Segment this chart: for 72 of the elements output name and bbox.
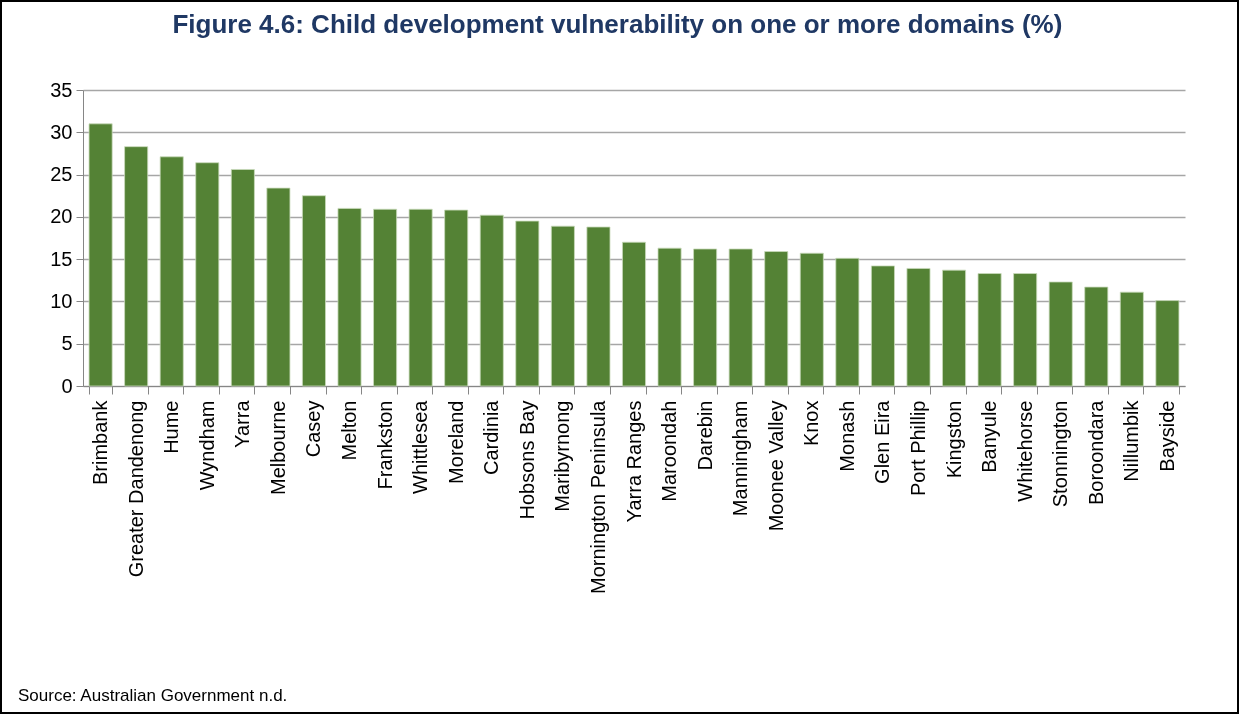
x-tick-label: Casey — [302, 400, 325, 458]
source-note: Source: Australian Government n.d. — [18, 686, 288, 705]
x-tick-label: Monash — [835, 400, 858, 472]
x-tick-label: Maroondah — [658, 400, 681, 502]
bar — [657, 247, 682, 387]
bar — [1119, 291, 1144, 387]
y-tick-label: 25 — [50, 163, 73, 186]
x-tick-label: Port Phillip — [906, 400, 929, 497]
y-tick-label: 10 — [50, 289, 73, 312]
bar — [799, 252, 824, 387]
bar — [622, 241, 646, 387]
bar — [1048, 281, 1073, 387]
x-tick-label: Kingston — [942, 400, 965, 479]
x-tick-label: Greater Dandenong — [124, 400, 147, 578]
x-tick-label: Moonee Valley — [764, 400, 787, 532]
bar — [693, 248, 718, 387]
x-tick-label: Maribyrnong — [551, 400, 574, 512]
x-tick-label: Knox — [800, 400, 823, 447]
bar — [728, 248, 753, 387]
x-tick-label: Wyndham — [195, 400, 218, 491]
bar — [942, 269, 966, 387]
bar — [906, 268, 931, 387]
x-tick-label: Moreland — [444, 400, 467, 484]
chart-title: Figure 4.6: Child development vulnerability on one or more domains (%) — [172, 9, 1063, 39]
x-tick-label: Stonnington — [1049, 400, 1072, 508]
x-tick-label: Whittlesea — [409, 399, 432, 494]
bar — [515, 220, 540, 387]
bar — [444, 209, 469, 387]
bar — [373, 208, 398, 387]
x-tick-label: Hobsons Bay — [515, 400, 538, 520]
bar — [977, 273, 1002, 387]
bar — [408, 208, 433, 387]
y-tick-label: 15 — [50, 247, 73, 270]
x-tick-label: Brimbank — [89, 399, 112, 485]
bar — [159, 156, 184, 387]
x-tick-label: Hume — [160, 400, 183, 454]
bar — [302, 195, 326, 387]
bar — [88, 123, 113, 387]
x-tick-label: Glen Eira — [871, 399, 894, 484]
x-tick-label: Mornington Peninsula — [586, 399, 609, 594]
y-tick-label: 35 — [50, 78, 73, 101]
x-tick-label: Banyule — [978, 400, 1001, 473]
bar — [550, 225, 575, 387]
bar — [586, 226, 611, 387]
y-tick-label: 20 — [50, 205, 73, 228]
x-tick-label: Melton — [338, 400, 361, 461]
y-tick-label: 30 — [50, 120, 73, 143]
bar — [870, 265, 895, 387]
x-tick-label: Yarra Ranges — [622, 400, 645, 523]
bar — [337, 208, 362, 387]
x-tick-label: Yarra — [231, 399, 254, 448]
x-tick-label: Frankston — [373, 400, 396, 490]
x-tick-label: Manningham — [729, 400, 752, 517]
x-tick-label: Whitehorse — [1013, 400, 1036, 502]
bar — [124, 146, 149, 387]
x-tick-label: Darebin — [693, 400, 716, 471]
bar — [266, 187, 291, 387]
bar — [1013, 273, 1038, 387]
bar — [479, 214, 504, 387]
bar — [230, 169, 255, 387]
bar — [1155, 300, 1180, 387]
bar — [835, 257, 860, 387]
bar — [764, 251, 789, 387]
y-tick-label: 5 — [61, 332, 73, 355]
x-tick-label: Bayside — [1155, 400, 1178, 472]
x-tick-label: Cardinia — [480, 399, 503, 475]
bar — [195, 162, 220, 387]
bar — [1084, 286, 1109, 387]
x-tick-label: Melbourne — [266, 400, 289, 496]
y-tick-label: 0 — [61, 374, 73, 397]
x-tick-label: Boroondara — [1084, 399, 1107, 506]
x-tick-label: Nillumbik — [1120, 399, 1143, 482]
